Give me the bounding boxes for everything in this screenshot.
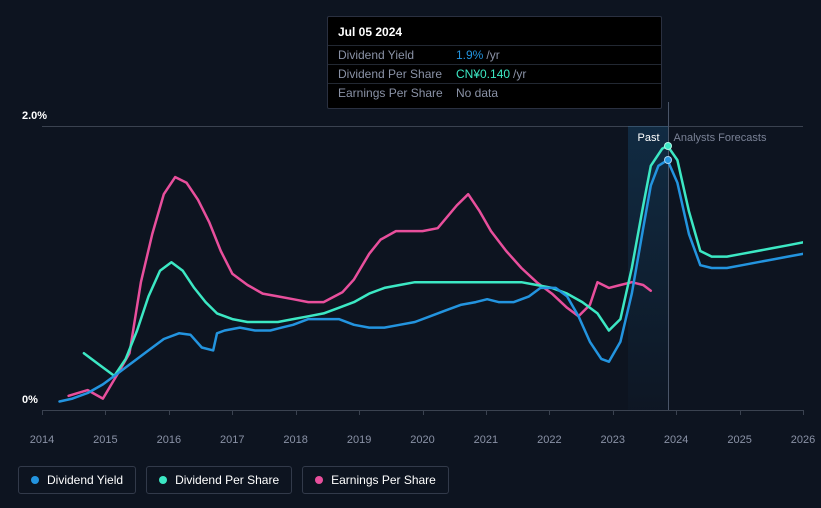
x-axis-tick-label: 2023 — [601, 434, 625, 446]
tooltip-metric-value: 1.9% — [456, 48, 483, 62]
tooltip-metric-label: Dividend Yield — [338, 48, 456, 62]
series-marker — [664, 142, 672, 150]
x-axis-tick-label: 2024 — [664, 434, 688, 446]
series-line — [84, 146, 803, 376]
chart-tooltip: Jul 05 2024 Dividend Yield1.9%/yrDividen… — [327, 16, 662, 109]
legend-label: Dividend Per Share — [175, 473, 279, 487]
x-axis-tick-label: 2021 — [474, 434, 498, 446]
legend-label: Earnings Per Share — [331, 473, 436, 487]
legend-dot-icon — [315, 476, 323, 484]
tooltip-metric-label: Earnings Per Share — [338, 86, 456, 100]
chart-plot-area: 2.0%0% — [18, 102, 803, 432]
x-axis-tick-label: 2019 — [347, 434, 371, 446]
x-axis-tick — [803, 410, 804, 415]
forecast-label: Analysts Forecasts — [674, 132, 767, 144]
legend-dot-icon — [31, 476, 39, 484]
legend-item[interactable]: Dividend Per Share — [146, 466, 292, 494]
tooltip-metric-unit: /yr — [486, 48, 499, 62]
tooltip-metric-value: CN¥0.140 — [456, 67, 510, 81]
x-axis-tick-label: 2014 — [30, 434, 54, 446]
legend-item[interactable]: Earnings Per Share — [302, 466, 449, 494]
past-label: Past — [638, 132, 660, 144]
x-axis-tick-label: 2015 — [93, 434, 117, 446]
tooltip-row: Dividend Per ShareCN¥0.140/yr — [328, 64, 661, 83]
legend-dot-icon — [159, 476, 167, 484]
chart-legend: Dividend Yield Dividend Per Share Earnings… — [18, 466, 449, 494]
tooltip-metric-value: No data — [456, 86, 498, 100]
legend-label: Dividend Yield — [47, 473, 123, 487]
series-line — [60, 160, 804, 401]
x-axis-labels: 2014 2015 2016 2017 2018 2019 2020 2021 2022 2023… — [18, 434, 803, 454]
x-axis-tick-label: 2025 — [727, 434, 751, 446]
x-axis-tick-label: 2022 — [537, 434, 561, 446]
tooltip-date: Jul 05 2024 — [328, 23, 661, 45]
x-axis-tick-label: 2020 — [410, 434, 434, 446]
tooltip-row: Dividend Yield1.9%/yr — [328, 45, 661, 64]
legend-item[interactable]: Dividend Yield — [18, 466, 136, 494]
x-axis-tick-label: 2018 — [283, 434, 307, 446]
series-marker — [664, 156, 672, 164]
x-axis-tick-label: 2017 — [220, 434, 244, 446]
x-axis-tick-label: 2016 — [157, 434, 181, 446]
chart-svg — [18, 102, 803, 432]
tooltip-row: Earnings Per ShareNo data — [328, 83, 661, 102]
tooltip-metric-label: Dividend Per Share — [338, 67, 456, 81]
tooltip-metric-unit: /yr — [513, 67, 526, 81]
x-axis-tick-label: 2026 — [791, 434, 815, 446]
series-line — [69, 177, 651, 399]
